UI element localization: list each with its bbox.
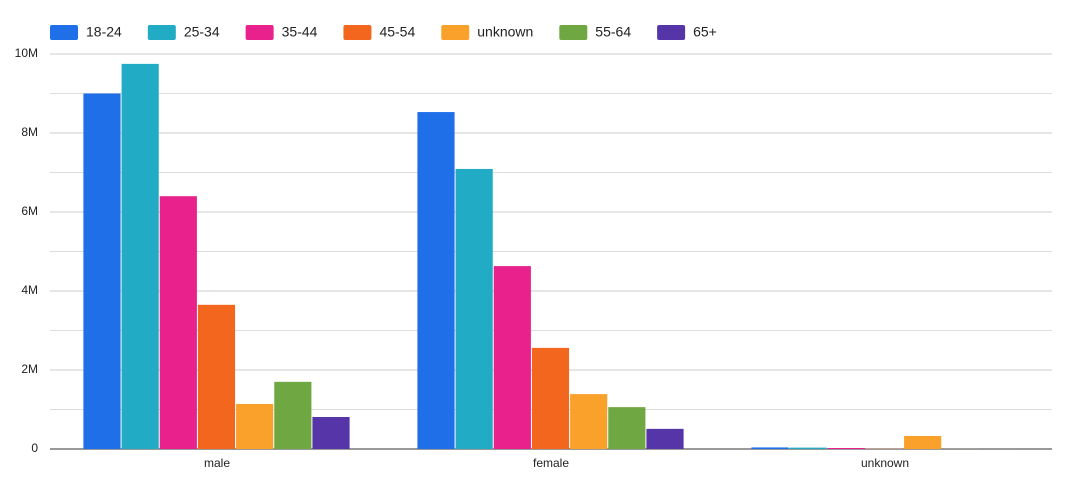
- legend-swatch: [441, 25, 470, 40]
- bar: [159, 196, 197, 449]
- legend-text: 55-64: [595, 24, 631, 40]
- bar: [531, 347, 570, 449]
- bar: [197, 304, 236, 449]
- bar: [789, 447, 827, 449]
- bar: [455, 168, 493, 449]
- legend-text: 35-44: [282, 24, 318, 40]
- y-tick-label: 10M: [15, 46, 38, 60]
- legend-swatch: [50, 25, 78, 40]
- x-tick-label: unknown: [861, 456, 909, 470]
- y-tick-label: 8M: [21, 125, 38, 139]
- bar: [83, 93, 121, 449]
- legend-swatch: [343, 25, 372, 40]
- legend-swatch: [245, 25, 274, 40]
- bar: [904, 435, 942, 449]
- x-tick-label: male: [204, 456, 230, 470]
- bar: [570, 394, 608, 449]
- x-tick-label: female: [533, 456, 569, 470]
- legend-swatch: [559, 25, 588, 40]
- y-tick-label: 2M: [21, 362, 38, 376]
- legend-text: 18-24: [86, 24, 122, 40]
- bar: [646, 428, 684, 449]
- legend-text: 25-34: [184, 24, 220, 40]
- legend-swatch: [657, 25, 686, 40]
- bar: [751, 447, 789, 449]
- bar: [121, 63, 159, 449]
- bar: [312, 417, 350, 449]
- bar: [274, 381, 312, 449]
- legend-swatch: [147, 25, 176, 40]
- bar: [236, 403, 274, 449]
- bar: [827, 448, 865, 449]
- y-tick-label: 0: [31, 441, 38, 455]
- bar: [608, 407, 646, 449]
- bar: [417, 112, 455, 449]
- y-tick-label: 6M: [21, 204, 38, 218]
- legend-text: unknown: [477, 24, 533, 40]
- legend-text: 65+: [693, 24, 717, 40]
- legend-text: 45-54: [379, 24, 415, 40]
- bar: [493, 266, 531, 449]
- y-tick-label: 4M: [21, 283, 38, 297]
